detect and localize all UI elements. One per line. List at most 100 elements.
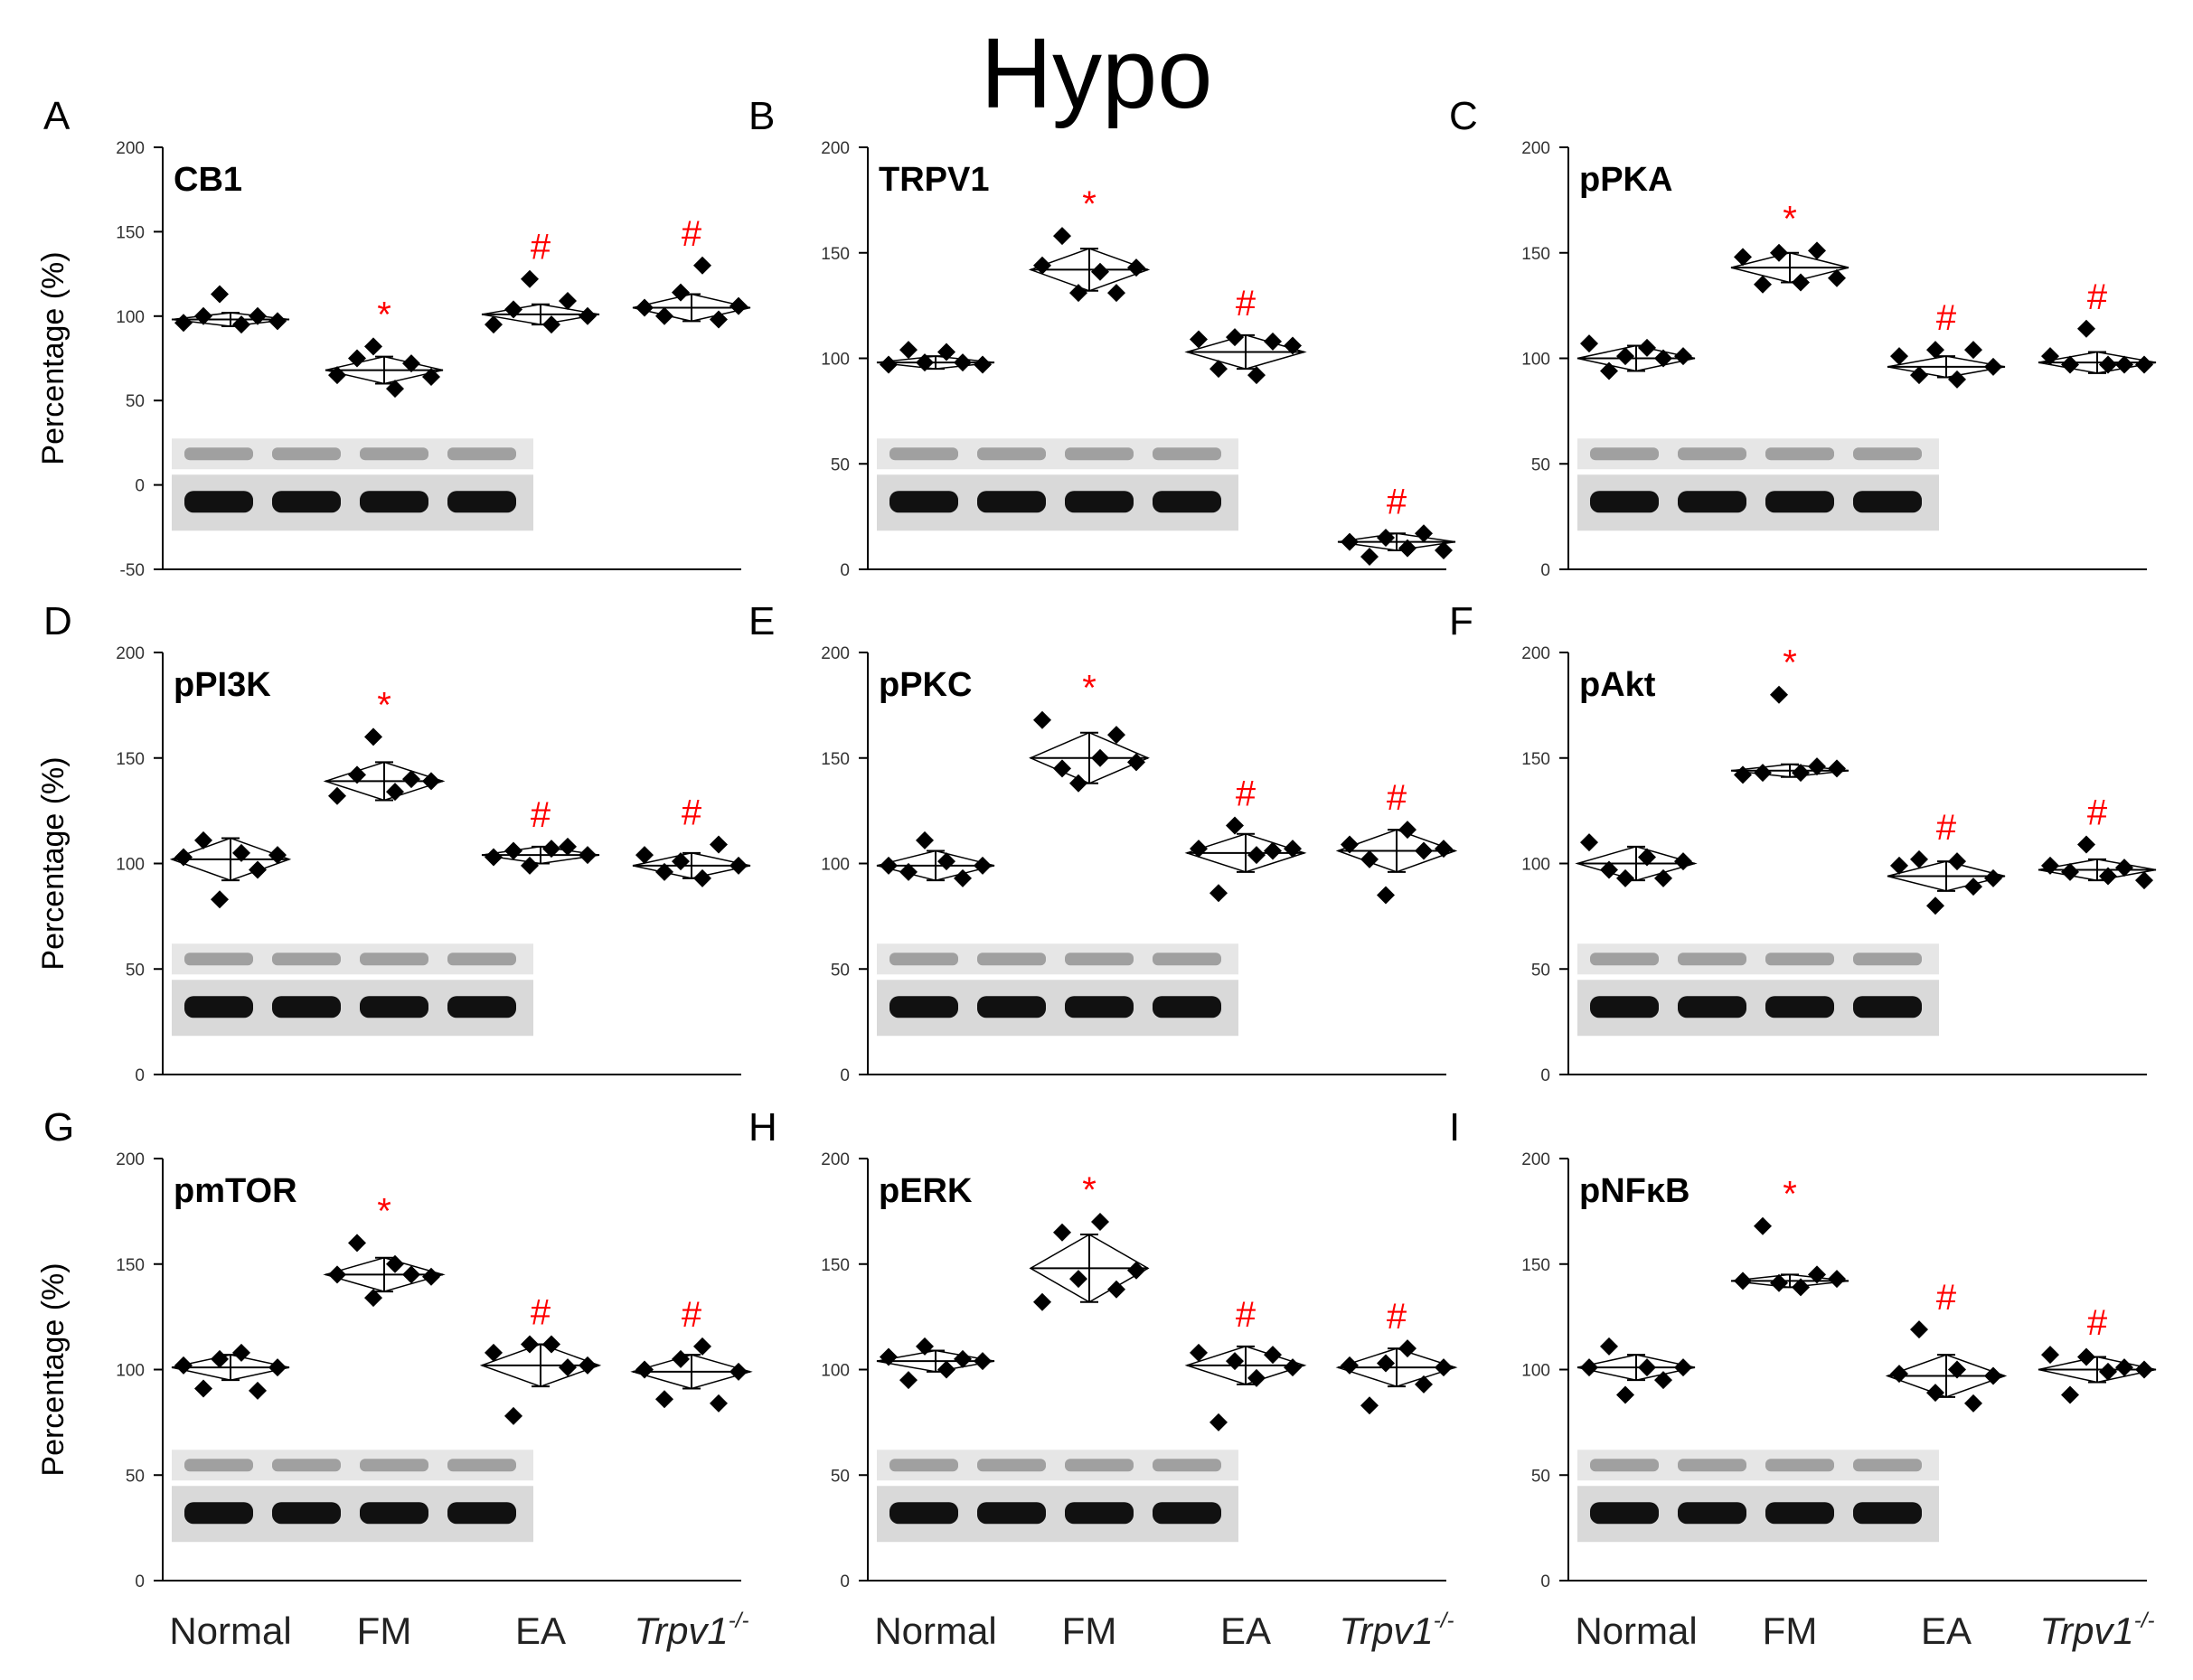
data-point (521, 269, 539, 288)
data-point (504, 300, 522, 319)
data-point (1053, 759, 1071, 778)
data-point (1828, 759, 1846, 778)
blot-control-band (977, 491, 1046, 513)
confidence-diamond (1730, 251, 1849, 284)
y-tick-label: 100 (116, 1362, 145, 1381)
data-point (2041, 856, 2059, 875)
blot-target-band (1765, 1459, 1834, 1472)
significance-hash: # (682, 1295, 702, 1335)
data-point (485, 1343, 503, 1362)
data-point (1127, 753, 1145, 772)
y-tick-label: 200 (821, 644, 850, 663)
data-point (542, 315, 560, 334)
data-point (232, 843, 250, 862)
data-point (1069, 284, 1087, 303)
blot-control-band (1065, 1502, 1134, 1525)
data-point (1091, 748, 1109, 767)
blot-target-band (1765, 953, 1834, 966)
blot-target-band (1678, 953, 1746, 966)
x-group-label: Trpv1-/- (1340, 1609, 1454, 1652)
data-point (1209, 1413, 1228, 1431)
data-point (232, 315, 250, 334)
significance-star: * (1082, 669, 1096, 709)
panel-g: G 0 50 100 150 200 Percentage (%) pmTOR Normal * F… (36, 1105, 753, 1652)
blot-control-band (184, 1502, 253, 1525)
data-point (211, 890, 229, 909)
data-point (268, 312, 287, 331)
protein-label: pAkt (1579, 666, 1656, 704)
panel-e: E 0 50 100 150 200 pPKC * # # (748, 599, 1458, 1085)
confidence-diamond (1887, 860, 2006, 892)
significance-hash: # (531, 795, 551, 835)
confidence-diamond (876, 1349, 995, 1373)
x-group-label: Trpv1-/- (635, 1609, 749, 1652)
confidence-diamond (1029, 731, 1150, 784)
data-point (194, 306, 212, 325)
data-point (1890, 856, 1908, 875)
western-blot-image (1577, 1450, 1939, 1543)
data-point (402, 1265, 420, 1284)
data-point (2099, 867, 2117, 886)
y-tick-label: 0 (840, 1572, 850, 1591)
data-point (710, 310, 728, 329)
data-point (559, 291, 577, 310)
data-point (348, 765, 366, 784)
y-axis-label: Percentage (%) (36, 251, 71, 465)
data-point (249, 306, 267, 325)
data-point (1926, 896, 1944, 915)
data-point (1127, 258, 1145, 277)
data-point (1808, 241, 1826, 260)
confidence-diamond (323, 761, 446, 802)
data-point (1264, 1346, 1282, 1365)
data-point (386, 1254, 404, 1273)
data-point (579, 1356, 597, 1375)
data-point (1964, 878, 1982, 896)
data-point (710, 835, 728, 854)
y-tick-label: 50 (831, 455, 850, 474)
panel-letter: H (748, 1105, 777, 1150)
significance-hash: # (682, 214, 702, 254)
blot-target-band (1065, 953, 1134, 966)
data-point (1770, 243, 1788, 262)
blot-target-band (977, 953, 1046, 966)
group-superscript: -/- (729, 1609, 749, 1633)
blot-target-band (184, 953, 253, 966)
blot-control-band (1065, 491, 1134, 513)
blot-control-band (184, 996, 253, 1018)
data-point (504, 841, 522, 860)
data-point (1398, 821, 1417, 840)
blot-control-band (447, 1502, 516, 1525)
significance-hash: # (1387, 1297, 1407, 1337)
data-point (1808, 757, 1826, 776)
blot-target-band (977, 1459, 1046, 1472)
data-point (1209, 884, 1228, 903)
y-tick-label: 200 (1521, 1150, 1550, 1169)
western-blot-image (172, 1450, 533, 1543)
data-point (880, 355, 898, 374)
confidence-diamond (1730, 1273, 1849, 1289)
data-point (328, 366, 346, 385)
confidence-diamond (1029, 1234, 1150, 1303)
panel-f: F 0 50 100 150 200 pAkt * # # (1449, 599, 2157, 1085)
y-tick-label: 50 (1531, 1467, 1550, 1486)
blot-target-band (1065, 447, 1134, 461)
data-point (1033, 710, 1051, 729)
data-point (1190, 330, 1208, 349)
data-point (710, 1394, 728, 1413)
data-point (2061, 1385, 2079, 1404)
x-group-label: Normal (169, 1610, 291, 1652)
y-tick-label: 150 (1521, 1256, 1550, 1275)
significance-hash: # (2087, 793, 2108, 832)
blot-target-band (1853, 953, 1922, 966)
blot-target-band (1765, 447, 1834, 461)
data-point (1910, 849, 1928, 868)
data-point (2077, 1347, 2095, 1366)
data-point (937, 343, 955, 361)
y-tick-label: 50 (126, 961, 145, 980)
y-tick-label: 100 (116, 308, 145, 327)
data-point (1415, 1375, 1433, 1394)
blot-target-band (1853, 1459, 1922, 1472)
data-point (672, 1349, 690, 1368)
blot-control-band (889, 1502, 958, 1525)
x-group-label: EA (1220, 1610, 1271, 1652)
